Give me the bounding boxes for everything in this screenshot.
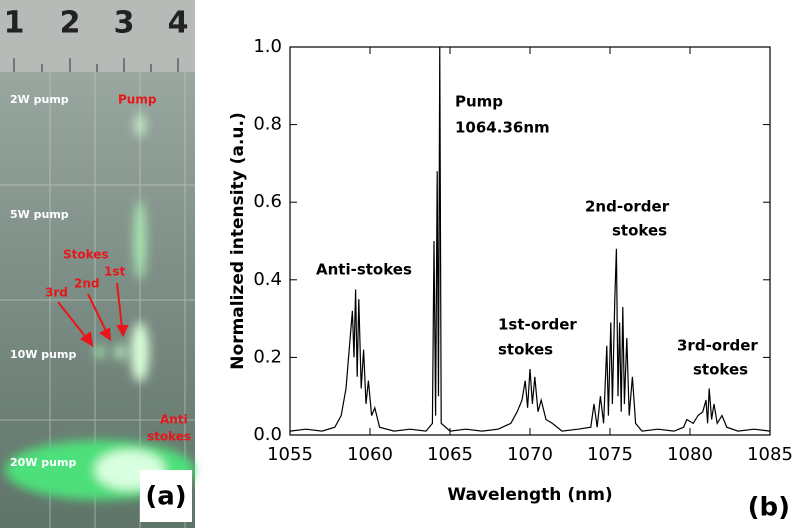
- anti-label: stokes: [147, 430, 191, 444]
- ruler-label: 3: [114, 6, 135, 41]
- order-label: 2nd: [74, 277, 99, 291]
- ruler: [0, 0, 195, 72]
- order-label: 3rd: [45, 286, 68, 300]
- y-tick-label: 1.0: [253, 36, 282, 57]
- power-label: 2W pump: [10, 93, 69, 106]
- x-tick-label: 1055: [267, 444, 313, 465]
- x-tick-label: 1080: [667, 444, 713, 465]
- stokes-label: Stokes: [63, 248, 109, 262]
- ruler-label: 4: [168, 6, 189, 41]
- annotation: 3rd-order: [677, 337, 758, 355]
- power-label: 10W pump: [10, 348, 76, 361]
- power-label: 20W pump: [10, 456, 76, 469]
- anti-label: Anti: [160, 413, 188, 427]
- ruler-labels: 1 2 3 4: [4, 6, 189, 41]
- annotation: 1064.36nm: [455, 119, 550, 137]
- x-tick-label: 1085: [747, 444, 793, 465]
- y-tick-label: 0.4: [253, 269, 282, 290]
- x-tick-label: 1070: [507, 444, 553, 465]
- ruler-ticks: [13, 58, 179, 72]
- ruler-label: 1: [4, 6, 25, 41]
- annotation: 1st-order: [498, 316, 577, 334]
- panel-label: (b): [748, 493, 790, 523]
- x-tick-label: 1060: [347, 444, 393, 465]
- panel-label: (a): [145, 482, 186, 512]
- annotation: stokes: [693, 361, 748, 379]
- x-tick-label: 1065: [427, 444, 473, 465]
- x-axis-label: Wavelength (nm): [447, 485, 612, 505]
- annotation: Anti-stokes: [316, 261, 412, 279]
- pump-label: Pump: [118, 93, 157, 107]
- y-tick-label: 0.6: [253, 191, 282, 212]
- annotation: 2nd-order: [585, 198, 670, 216]
- y-tick-label: 0.8: [253, 114, 282, 135]
- photo-panel: 1 2 3 4 2W pump 5W pump 10W pump 20W pum…: [0, 0, 195, 528]
- y-tick-label: 0.2: [253, 346, 282, 367]
- photo-background: [0, 0, 195, 528]
- y-tick-label: 0.0: [253, 424, 282, 445]
- arrows: [57, 282, 129, 347]
- spectrum-line: [289, 46, 771, 432]
- annotation: stokes: [498, 341, 553, 359]
- y-axis-label: Normalized intensity (a.u.): [228, 112, 248, 369]
- annotation: Pump: [455, 93, 503, 111]
- annotation: stokes: [612, 222, 667, 240]
- power-label: 5W pump: [10, 208, 69, 221]
- ruler-label: 2: [60, 6, 81, 41]
- order-label: 1st: [104, 265, 125, 279]
- panel-label-box: [140, 470, 192, 522]
- x-tick-label: 1075: [587, 444, 633, 465]
